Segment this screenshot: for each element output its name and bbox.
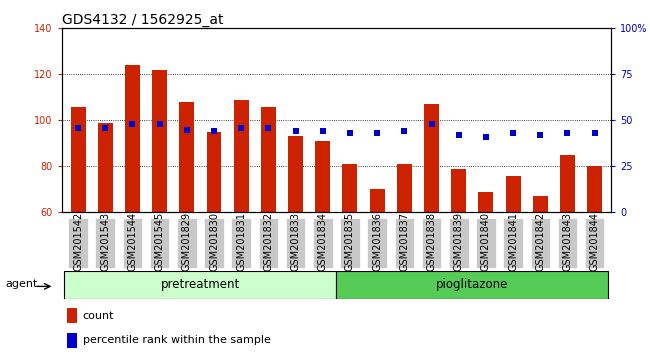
Text: agent: agent xyxy=(5,279,37,289)
Text: GSM201836: GSM201836 xyxy=(372,212,382,271)
Point xyxy=(562,130,573,136)
Text: GSM201839: GSM201839 xyxy=(454,212,463,271)
Point xyxy=(209,129,219,134)
FancyBboxPatch shape xyxy=(123,218,142,268)
Text: pioglitazone: pioglitazone xyxy=(436,279,508,291)
Point xyxy=(590,130,600,136)
Text: count: count xyxy=(83,311,114,321)
Point xyxy=(508,130,518,136)
Bar xyxy=(67,333,77,348)
Point xyxy=(263,125,274,131)
Point xyxy=(454,132,464,138)
Text: percentile rank within the sample: percentile rank within the sample xyxy=(83,335,270,345)
FancyBboxPatch shape xyxy=(503,218,523,268)
Bar xyxy=(370,189,385,212)
Point xyxy=(426,121,437,127)
Point xyxy=(399,129,410,134)
Text: GSM201835: GSM201835 xyxy=(345,212,355,271)
Point xyxy=(372,130,382,136)
Bar xyxy=(261,107,276,212)
FancyBboxPatch shape xyxy=(337,271,608,299)
FancyBboxPatch shape xyxy=(286,218,306,268)
Bar xyxy=(179,102,194,212)
Point xyxy=(291,129,301,134)
Point xyxy=(155,121,165,127)
FancyBboxPatch shape xyxy=(177,218,196,268)
Text: GSM201841: GSM201841 xyxy=(508,212,518,271)
Text: GSM201829: GSM201829 xyxy=(182,212,192,271)
Text: GSM201833: GSM201833 xyxy=(291,212,300,271)
FancyBboxPatch shape xyxy=(395,218,414,268)
Bar xyxy=(288,137,303,212)
Bar xyxy=(451,169,466,212)
Text: GSM201830: GSM201830 xyxy=(209,212,219,271)
Bar xyxy=(315,141,330,212)
FancyBboxPatch shape xyxy=(68,218,88,268)
Bar xyxy=(67,308,77,323)
Bar xyxy=(587,166,602,212)
Bar xyxy=(560,155,575,212)
Text: GSM201832: GSM201832 xyxy=(263,212,274,271)
FancyBboxPatch shape xyxy=(340,218,359,268)
FancyBboxPatch shape xyxy=(96,218,115,268)
Text: GSM201545: GSM201545 xyxy=(155,212,164,271)
Point xyxy=(236,125,246,131)
FancyBboxPatch shape xyxy=(150,218,170,268)
FancyBboxPatch shape xyxy=(449,218,469,268)
Point xyxy=(344,130,355,136)
Text: GSM201838: GSM201838 xyxy=(426,212,437,271)
Bar xyxy=(207,132,222,212)
Text: GSM201844: GSM201844 xyxy=(590,212,600,271)
Text: GSM201542: GSM201542 xyxy=(73,212,83,271)
Bar xyxy=(533,196,548,212)
FancyBboxPatch shape xyxy=(231,218,251,268)
FancyBboxPatch shape xyxy=(558,218,577,268)
Bar xyxy=(71,107,86,212)
Bar xyxy=(478,192,493,212)
Bar xyxy=(98,123,112,212)
Point xyxy=(100,125,110,131)
Point xyxy=(535,132,545,138)
Point xyxy=(73,125,83,131)
Point xyxy=(481,134,491,140)
Bar xyxy=(397,164,412,212)
FancyBboxPatch shape xyxy=(422,218,441,268)
Bar xyxy=(506,176,521,212)
Text: GDS4132 / 1562925_at: GDS4132 / 1562925_at xyxy=(62,13,223,27)
FancyBboxPatch shape xyxy=(585,218,604,268)
Text: GSM201842: GSM201842 xyxy=(536,212,545,271)
Text: GSM201834: GSM201834 xyxy=(318,212,328,271)
FancyBboxPatch shape xyxy=(530,218,550,268)
Bar xyxy=(125,65,140,212)
Text: pretreatment: pretreatment xyxy=(161,279,240,291)
FancyBboxPatch shape xyxy=(204,218,224,268)
Bar xyxy=(424,104,439,212)
Point xyxy=(127,121,138,127)
FancyBboxPatch shape xyxy=(313,218,333,268)
Text: GSM201543: GSM201543 xyxy=(100,212,110,271)
Text: GSM201544: GSM201544 xyxy=(127,212,137,271)
FancyBboxPatch shape xyxy=(476,218,496,268)
FancyBboxPatch shape xyxy=(64,271,337,299)
Bar xyxy=(343,164,358,212)
Text: GSM201843: GSM201843 xyxy=(562,212,573,271)
Bar xyxy=(152,70,167,212)
FancyBboxPatch shape xyxy=(367,218,387,268)
Text: GSM201840: GSM201840 xyxy=(481,212,491,271)
Text: GSM201837: GSM201837 xyxy=(399,212,410,271)
FancyBboxPatch shape xyxy=(259,218,278,268)
Point xyxy=(318,129,328,134)
Bar xyxy=(234,100,249,212)
Point xyxy=(181,127,192,132)
Text: GSM201831: GSM201831 xyxy=(236,212,246,271)
